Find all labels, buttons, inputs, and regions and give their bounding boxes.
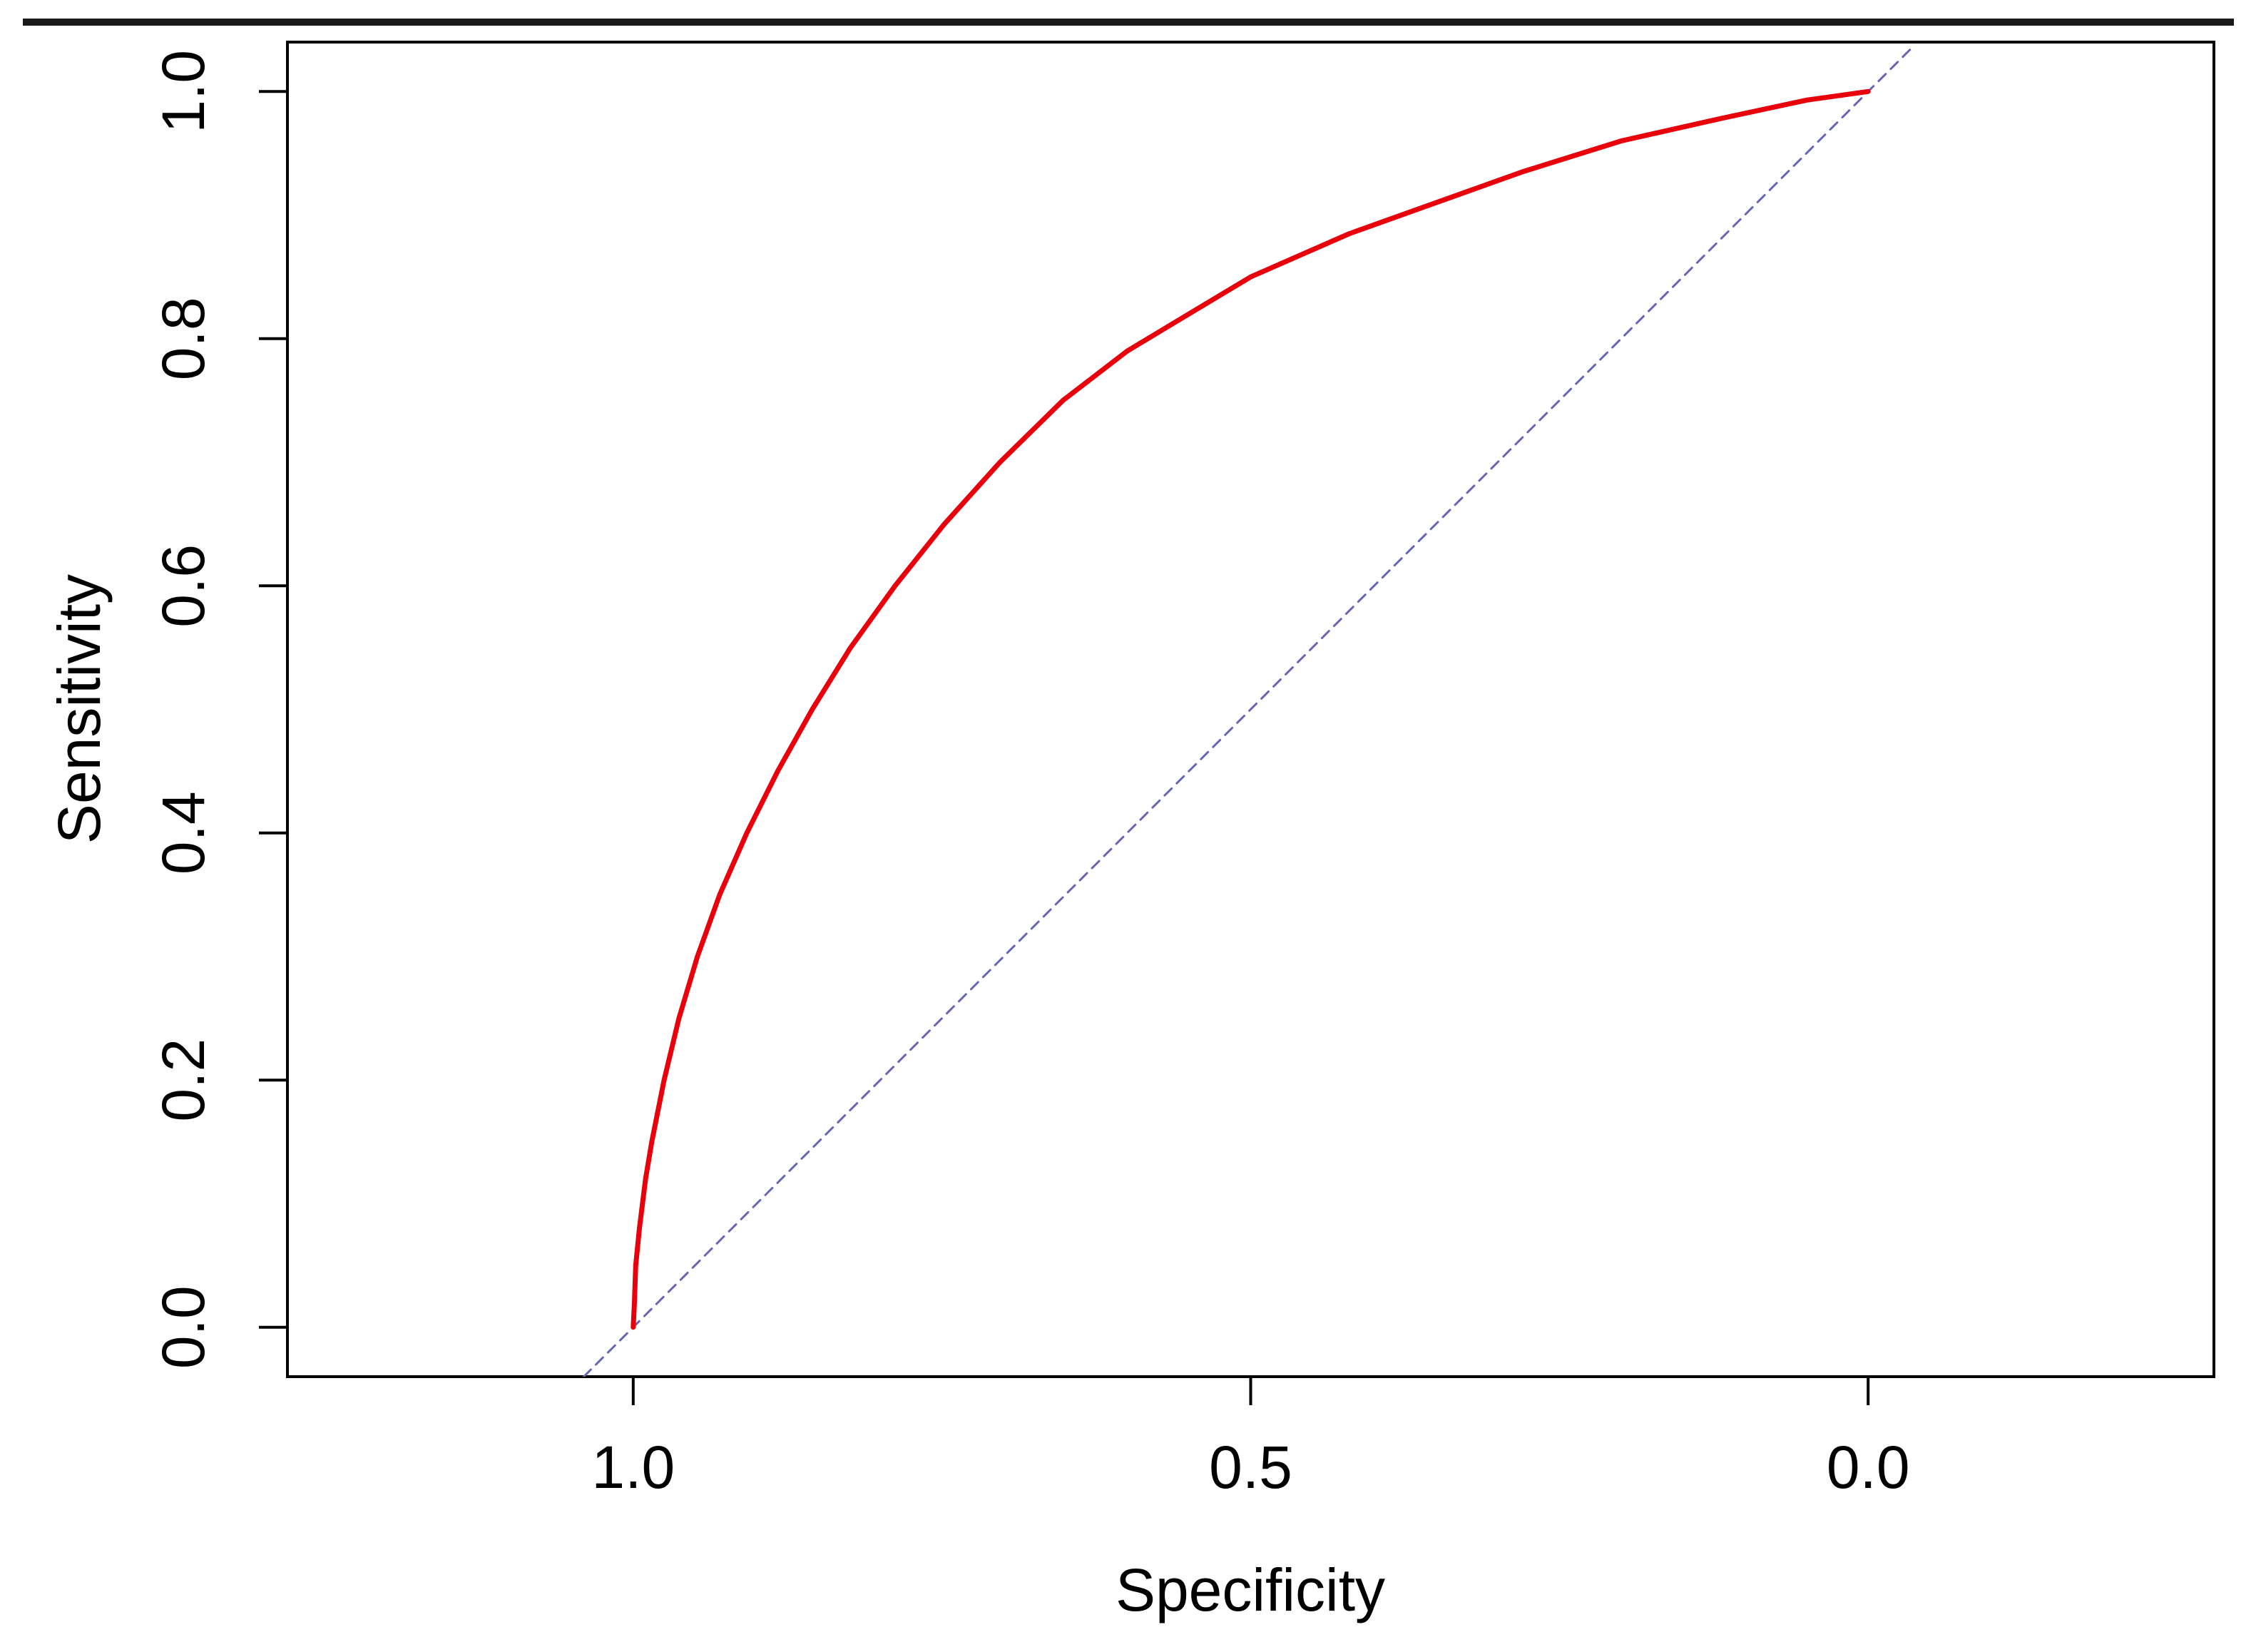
x-axis: 1.0 0.5 0.0 [591,1375,1910,1501]
x-tick-label: 1.0 [591,1434,675,1501]
y-tick-label: 0.2 [150,1039,217,1122]
y-tick-label: 0.0 [150,1285,217,1369]
top-rule [23,19,2234,26]
series-layer [583,48,1912,1377]
y-tick-label: 0.4 [150,791,217,875]
x-tick-label: 0.0 [1827,1434,1910,1501]
roc-curve-line [631,88,1871,1330]
x-tick-label: 0.5 [1209,1434,1292,1501]
reference-diagonal-line [583,48,1912,1377]
x-axis-label: Specificity [1116,1556,1385,1623]
y-tick-label: 1.0 [150,50,217,133]
y-axis-label: Sensitivity [46,574,113,844]
y-tick-label: 0.6 [150,544,217,628]
y-tick-label: 0.8 [150,297,217,380]
y-axis: 0.0 0.2 0.4 0.6 0.8 1.0 [150,50,289,1369]
